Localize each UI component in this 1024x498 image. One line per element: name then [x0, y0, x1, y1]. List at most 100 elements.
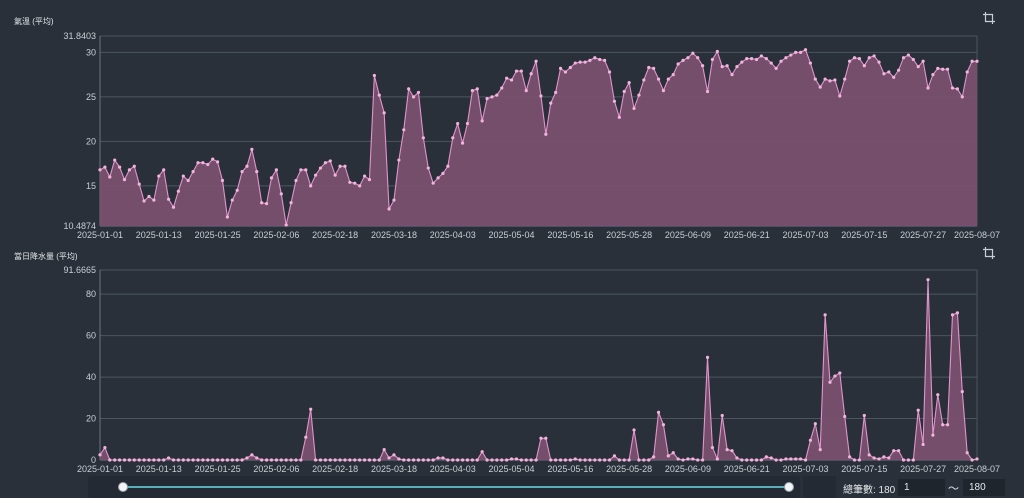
precipitation-point [299, 458, 303, 462]
precipitation-point [338, 458, 342, 462]
temperature-point [549, 101, 553, 105]
precipitation-point [514, 457, 519, 461]
precipitation-point [294, 458, 298, 462]
precipitation-point [867, 453, 871, 457]
x-tick-label: 2025-06-09 [665, 464, 711, 474]
y-tick-label: 31.8403 [63, 31, 96, 41]
x-tick-label: 2025-07-03 [782, 230, 828, 240]
crop-icon[interactable] [982, 246, 996, 260]
temperature-point [607, 70, 612, 74]
temperature-point [529, 72, 533, 76]
x-tick-label: 2025-08-07 [954, 230, 1000, 240]
temperature-point [299, 168, 303, 172]
precipitation-point [701, 458, 705, 462]
temperature-point [358, 184, 362, 188]
temperature-point [862, 64, 866, 68]
temperature-point [441, 171, 445, 175]
temperature-area [100, 49, 977, 227]
slider-handle-start[interactable] [118, 482, 128, 492]
x-tick-label: 2025-06-09 [665, 230, 711, 240]
temperature-point [799, 50, 803, 54]
precipitation-point [588, 458, 592, 462]
x-tick-label: 2025-01-13 [136, 230, 182, 240]
precipitation-point [500, 458, 504, 462]
precipitation-point [304, 435, 308, 439]
temperature-point [769, 61, 773, 65]
temperature-point [774, 66, 778, 70]
crop-icon[interactable] [982, 11, 996, 25]
precipitation-point [573, 457, 577, 461]
x-tick-label: 2025-07-15 [841, 230, 887, 240]
temperature-point [392, 198, 396, 202]
temperature-point [563, 70, 568, 74]
x-tick-label: 2025-01-25 [195, 230, 241, 240]
x-tick-label: 2025-07-27 [900, 230, 946, 240]
temperature-point [377, 93, 381, 97]
precipitation-point [696, 458, 700, 462]
temperature-point [686, 56, 690, 60]
precipitation-point [544, 436, 548, 440]
temperature-point [627, 81, 631, 85]
temperature-point [931, 73, 935, 77]
range-start-input[interactable] [898, 479, 945, 496]
slider-side-box[interactable] [803, 476, 836, 498]
precipitation-point [965, 451, 969, 455]
precipitation-point [465, 458, 470, 462]
precipitation-point [911, 458, 915, 462]
y-tick-label: 40 [86, 372, 96, 382]
temperature-point [318, 166, 323, 170]
x-tick-label: 2025-08-07 [954, 464, 1000, 474]
temperature-point [240, 170, 244, 174]
temperature-point [965, 70, 969, 74]
slider-handle-end[interactable] [784, 482, 794, 492]
precipitation-point [343, 458, 347, 462]
precipitation-point [637, 458, 641, 462]
temperature-point [637, 93, 641, 97]
temperature-point [157, 174, 161, 178]
precipitation-point [118, 458, 122, 462]
precipitation-point [632, 428, 636, 432]
temperature-point [906, 53, 911, 57]
temperature-point [211, 157, 215, 161]
precipitation-point [441, 456, 445, 460]
precipitation-point [745, 458, 749, 462]
temperature-point [431, 181, 435, 185]
x-tick-label: 2025-05-28 [606, 230, 652, 240]
temperature-point [892, 75, 896, 79]
precipitation-point [656, 410, 661, 414]
temperature-point [176, 189, 180, 193]
precipitation-point [916, 408, 920, 412]
temperature-point [666, 77, 670, 81]
precipitation-point [740, 458, 744, 462]
temperature-point [456, 121, 460, 126]
slider-track[interactable] [123, 486, 789, 488]
precipitation-point [333, 458, 337, 462]
temperature-point [387, 207, 391, 211]
temperature-point [803, 48, 808, 52]
precipitation-point [230, 458, 234, 462]
precipitation-point [691, 457, 695, 461]
precipitation-point [941, 423, 945, 427]
x-tick-label: 2025-02-06 [253, 464, 299, 474]
precipitation-point [519, 458, 523, 462]
x-tick-label: 2025-05-16 [547, 464, 593, 474]
temperature-point [113, 158, 117, 162]
precipitation-point [475, 458, 479, 462]
precipitation-point [279, 458, 283, 462]
precipitation-point [843, 414, 847, 419]
temperature-point [402, 128, 406, 132]
temperature-point [715, 49, 719, 54]
precipitation-point [828, 380, 832, 384]
temperature-point [191, 170, 195, 174]
range-end-input[interactable] [963, 479, 1005, 496]
temperature-point [108, 175, 112, 179]
temperature-point [514, 69, 519, 73]
precipitation-point [122, 458, 127, 462]
precipitation-point [211, 458, 215, 462]
temperature-point [495, 93, 499, 97]
precipitation-point [568, 458, 572, 462]
precipitation-point [730, 449, 734, 453]
y-tick-label: 15 [86, 181, 96, 191]
temperature-point [554, 90, 558, 95]
precipitation-point [710, 445, 715, 450]
